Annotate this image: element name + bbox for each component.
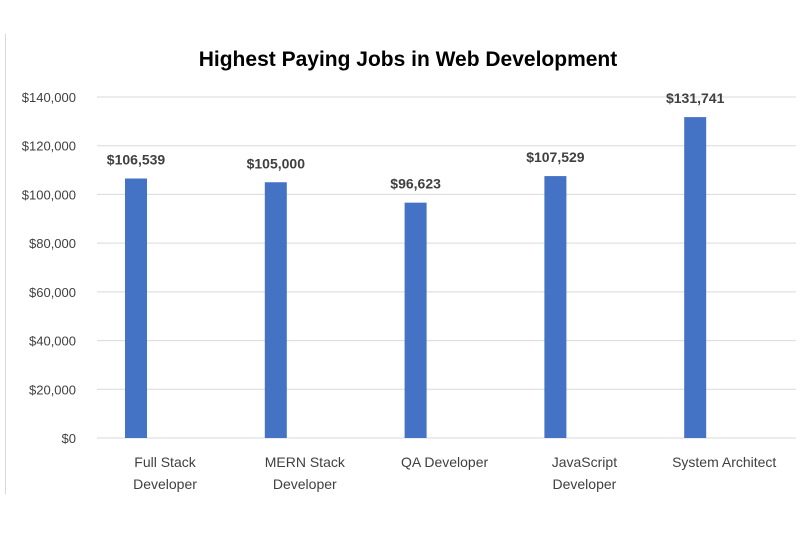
bar xyxy=(264,182,287,438)
data-label: $106,539 xyxy=(107,152,166,168)
y-tick-label: $40,000 xyxy=(29,334,76,349)
y-tick-label: $0 xyxy=(62,431,76,446)
bars xyxy=(125,117,707,438)
y-tick-label: $100,000 xyxy=(22,187,76,202)
gridlines xyxy=(97,96,796,439)
y-tick-label: $140,000 xyxy=(22,90,76,105)
data-label: $131,741 xyxy=(666,90,725,106)
bar xyxy=(404,202,427,438)
x-tick-label: QA Developer xyxy=(401,454,488,470)
y-tick-label: $120,000 xyxy=(22,139,76,154)
bar xyxy=(125,178,147,438)
y-axis-tick-labels: $0 $20,000 $40,000 $60,000 $80,000 $100,000 $1… xyxy=(22,90,76,446)
x-tick-label: System Architect xyxy=(672,454,776,470)
x-tick-label: JavaScript Developer xyxy=(552,454,617,492)
chart-title: Highest Paying Jobs in Web Development xyxy=(199,48,618,71)
bar xyxy=(684,117,707,438)
y-tick-label: $20,000 xyxy=(29,382,76,397)
data-label: $107,529 xyxy=(526,149,585,165)
data-labels: $106,539 $105,000 $96,623 $107,529 $131,741 xyxy=(107,90,725,192)
y-tick-label: $60,000 xyxy=(29,285,76,300)
x-tick-label: MERN Stack Developer xyxy=(265,454,346,492)
x-axis-tick-labels: Full Stack Developer MERN Stack Developer QA… xyxy=(133,454,776,492)
x-tick-label: Full Stack Developer xyxy=(133,454,197,492)
y-tick-label: $80,000 xyxy=(29,236,76,251)
bar xyxy=(544,176,567,438)
chart-left-border xyxy=(5,34,6,494)
data-label: $105,000 xyxy=(247,155,306,171)
data-label: $96,623 xyxy=(390,176,441,192)
